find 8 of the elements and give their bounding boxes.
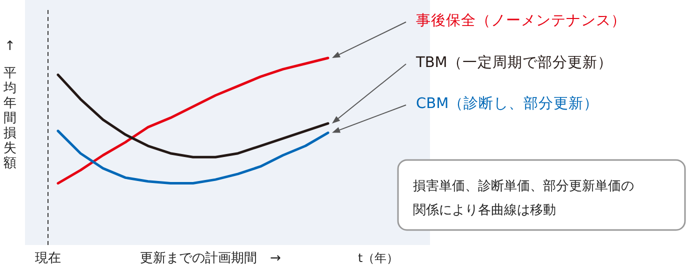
text: 現在 (35, 251, 61, 266)
text: TBM（一定周期で部分更新） (415, 54, 612, 71)
y-axis-title: ↑ 平均年間損失額 (2, 39, 16, 171)
text: 更新までの計画期間 → (140, 251, 281, 266)
text: CBM（診断し、部分更新） (416, 95, 599, 112)
text: 事後保全（ノーメンテナンス） (416, 12, 626, 29)
text: t（年） (358, 251, 399, 265)
text: 損害単価、診断単価、部分更新単価の関係により各曲線は移動 (413, 178, 634, 218)
